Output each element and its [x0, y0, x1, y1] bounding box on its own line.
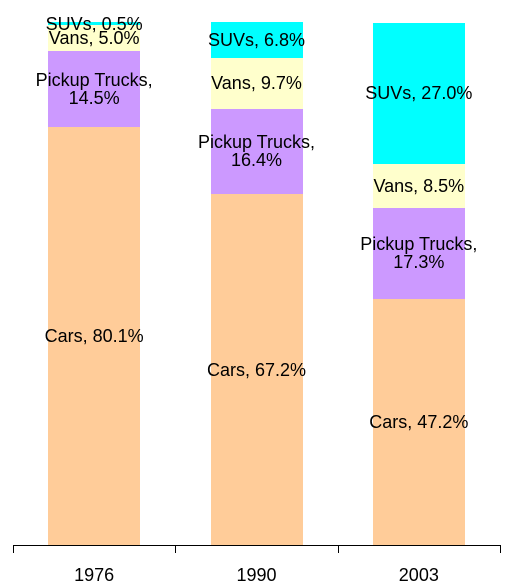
x-tick-label: 1990	[236, 565, 277, 585]
data-label: Vans, 9.7%	[211, 73, 302, 94]
data-label: SUVs, 0.5%	[45, 13, 143, 34]
x-tick	[175, 545, 177, 553]
bar-segment	[210, 194, 303, 545]
x-tick-label: 1976	[74, 565, 115, 585]
data-label: SUVs, 27.0%	[365, 83, 473, 104]
bar-segment	[372, 163, 465, 209]
data-label: Vans, 8.5%	[373, 176, 465, 197]
bar-segment	[210, 22, 303, 58]
bar-segment	[372, 208, 465, 299]
data-label: Pickup Trucks, 14.5%	[35, 70, 153, 109]
bar-segment	[48, 126, 141, 545]
data-label: SUVs, 6.8%	[207, 30, 306, 51]
bar-segment	[48, 25, 141, 52]
x-tick	[337, 545, 339, 553]
bar-segment	[48, 22, 141, 26]
data-label: Vans, 5.0%	[48, 28, 140, 49]
data-label: Pickup Trucks, 17.3%	[360, 234, 478, 273]
data-label: Cars, 47.2%	[369, 411, 469, 432]
x-tick	[13, 545, 14, 553]
bar-segment	[48, 51, 141, 127]
bar-segment	[372, 23, 465, 164]
x-axis	[13, 545, 500, 546]
bar-segment	[210, 108, 303, 195]
data-label: Pickup Trucks, 16.4%	[197, 132, 316, 171]
bar-segment	[210, 57, 303, 109]
bar-segment	[372, 298, 465, 545]
data-label: Cars, 80.1%	[44, 325, 144, 346]
x-tick-label: 2003	[398, 565, 439, 585]
x-tick	[500, 545, 501, 553]
data-label: Cars, 67.2%	[206, 359, 307, 380]
